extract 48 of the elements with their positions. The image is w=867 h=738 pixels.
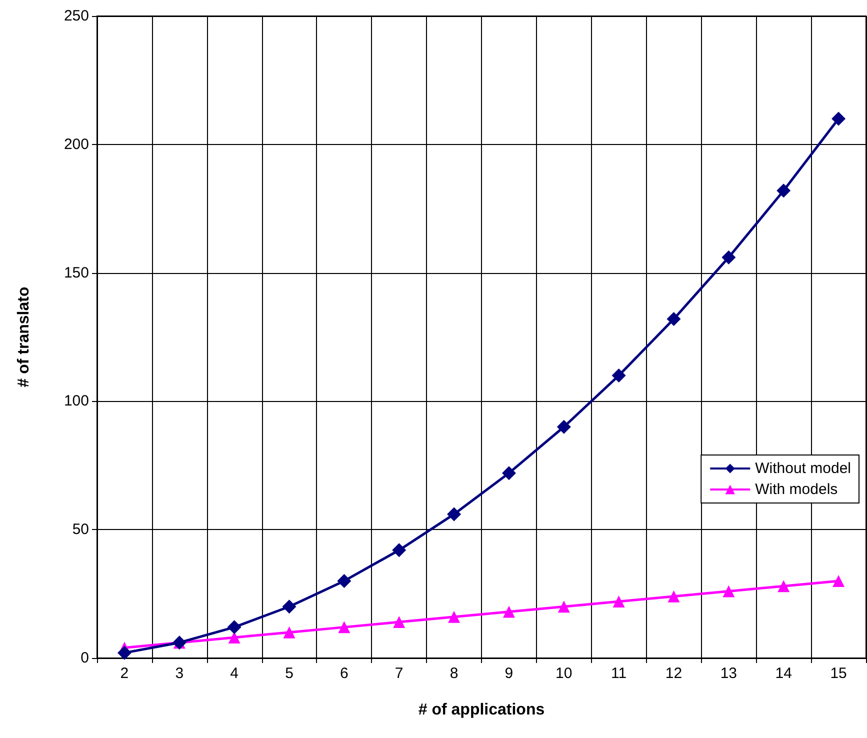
point xyxy=(776,184,791,198)
x-tick-label: 2 xyxy=(120,665,129,682)
x-tick-label: 7 xyxy=(394,665,404,682)
point xyxy=(612,596,625,608)
y-tick-label: 100 xyxy=(64,392,89,410)
y-tick-label: 250 xyxy=(64,8,89,24)
point xyxy=(502,606,515,618)
point xyxy=(448,610,460,623)
x-tick-label: 14 xyxy=(775,665,792,682)
legend-label: Without model xyxy=(755,460,851,477)
point xyxy=(556,420,571,434)
y-tick-label: 50 xyxy=(72,521,89,538)
x-tick-label: 9 xyxy=(504,665,514,682)
point xyxy=(612,368,626,383)
point xyxy=(282,600,296,614)
point xyxy=(502,466,516,480)
point xyxy=(283,626,296,638)
y-axis-title: # of translato xyxy=(16,286,32,388)
point xyxy=(337,574,352,588)
x-tick-label: 6 xyxy=(340,665,348,682)
x-tick-label: 13 xyxy=(720,665,738,682)
point xyxy=(778,580,790,592)
point xyxy=(558,600,570,613)
point xyxy=(722,585,735,598)
point xyxy=(447,507,462,522)
x-tick-label: 12 xyxy=(665,665,682,682)
point xyxy=(393,616,406,628)
x-tick-label: 11 xyxy=(611,665,627,682)
point xyxy=(832,112,846,126)
x-tick-label: 5 xyxy=(285,665,294,682)
y-tick-label: 200 xyxy=(64,136,89,153)
legend-label: With models xyxy=(755,481,838,498)
x-tick-label: 4 xyxy=(230,665,238,682)
x-tick-label: 8 xyxy=(450,665,458,682)
x-axis-title: # of applications xyxy=(418,702,545,718)
y-tick-label: 0 xyxy=(80,650,89,666)
point xyxy=(392,543,406,558)
x-tick-label: 10 xyxy=(556,665,572,682)
point xyxy=(668,590,680,602)
point xyxy=(338,621,350,634)
x-tick-label: 3 xyxy=(175,665,184,682)
point xyxy=(227,620,242,634)
point xyxy=(117,646,132,660)
point xyxy=(666,312,681,326)
point xyxy=(832,574,845,587)
point xyxy=(722,250,736,264)
x-tick-label: 15 xyxy=(830,665,847,682)
y-tick-label: 150 xyxy=(64,264,89,282)
